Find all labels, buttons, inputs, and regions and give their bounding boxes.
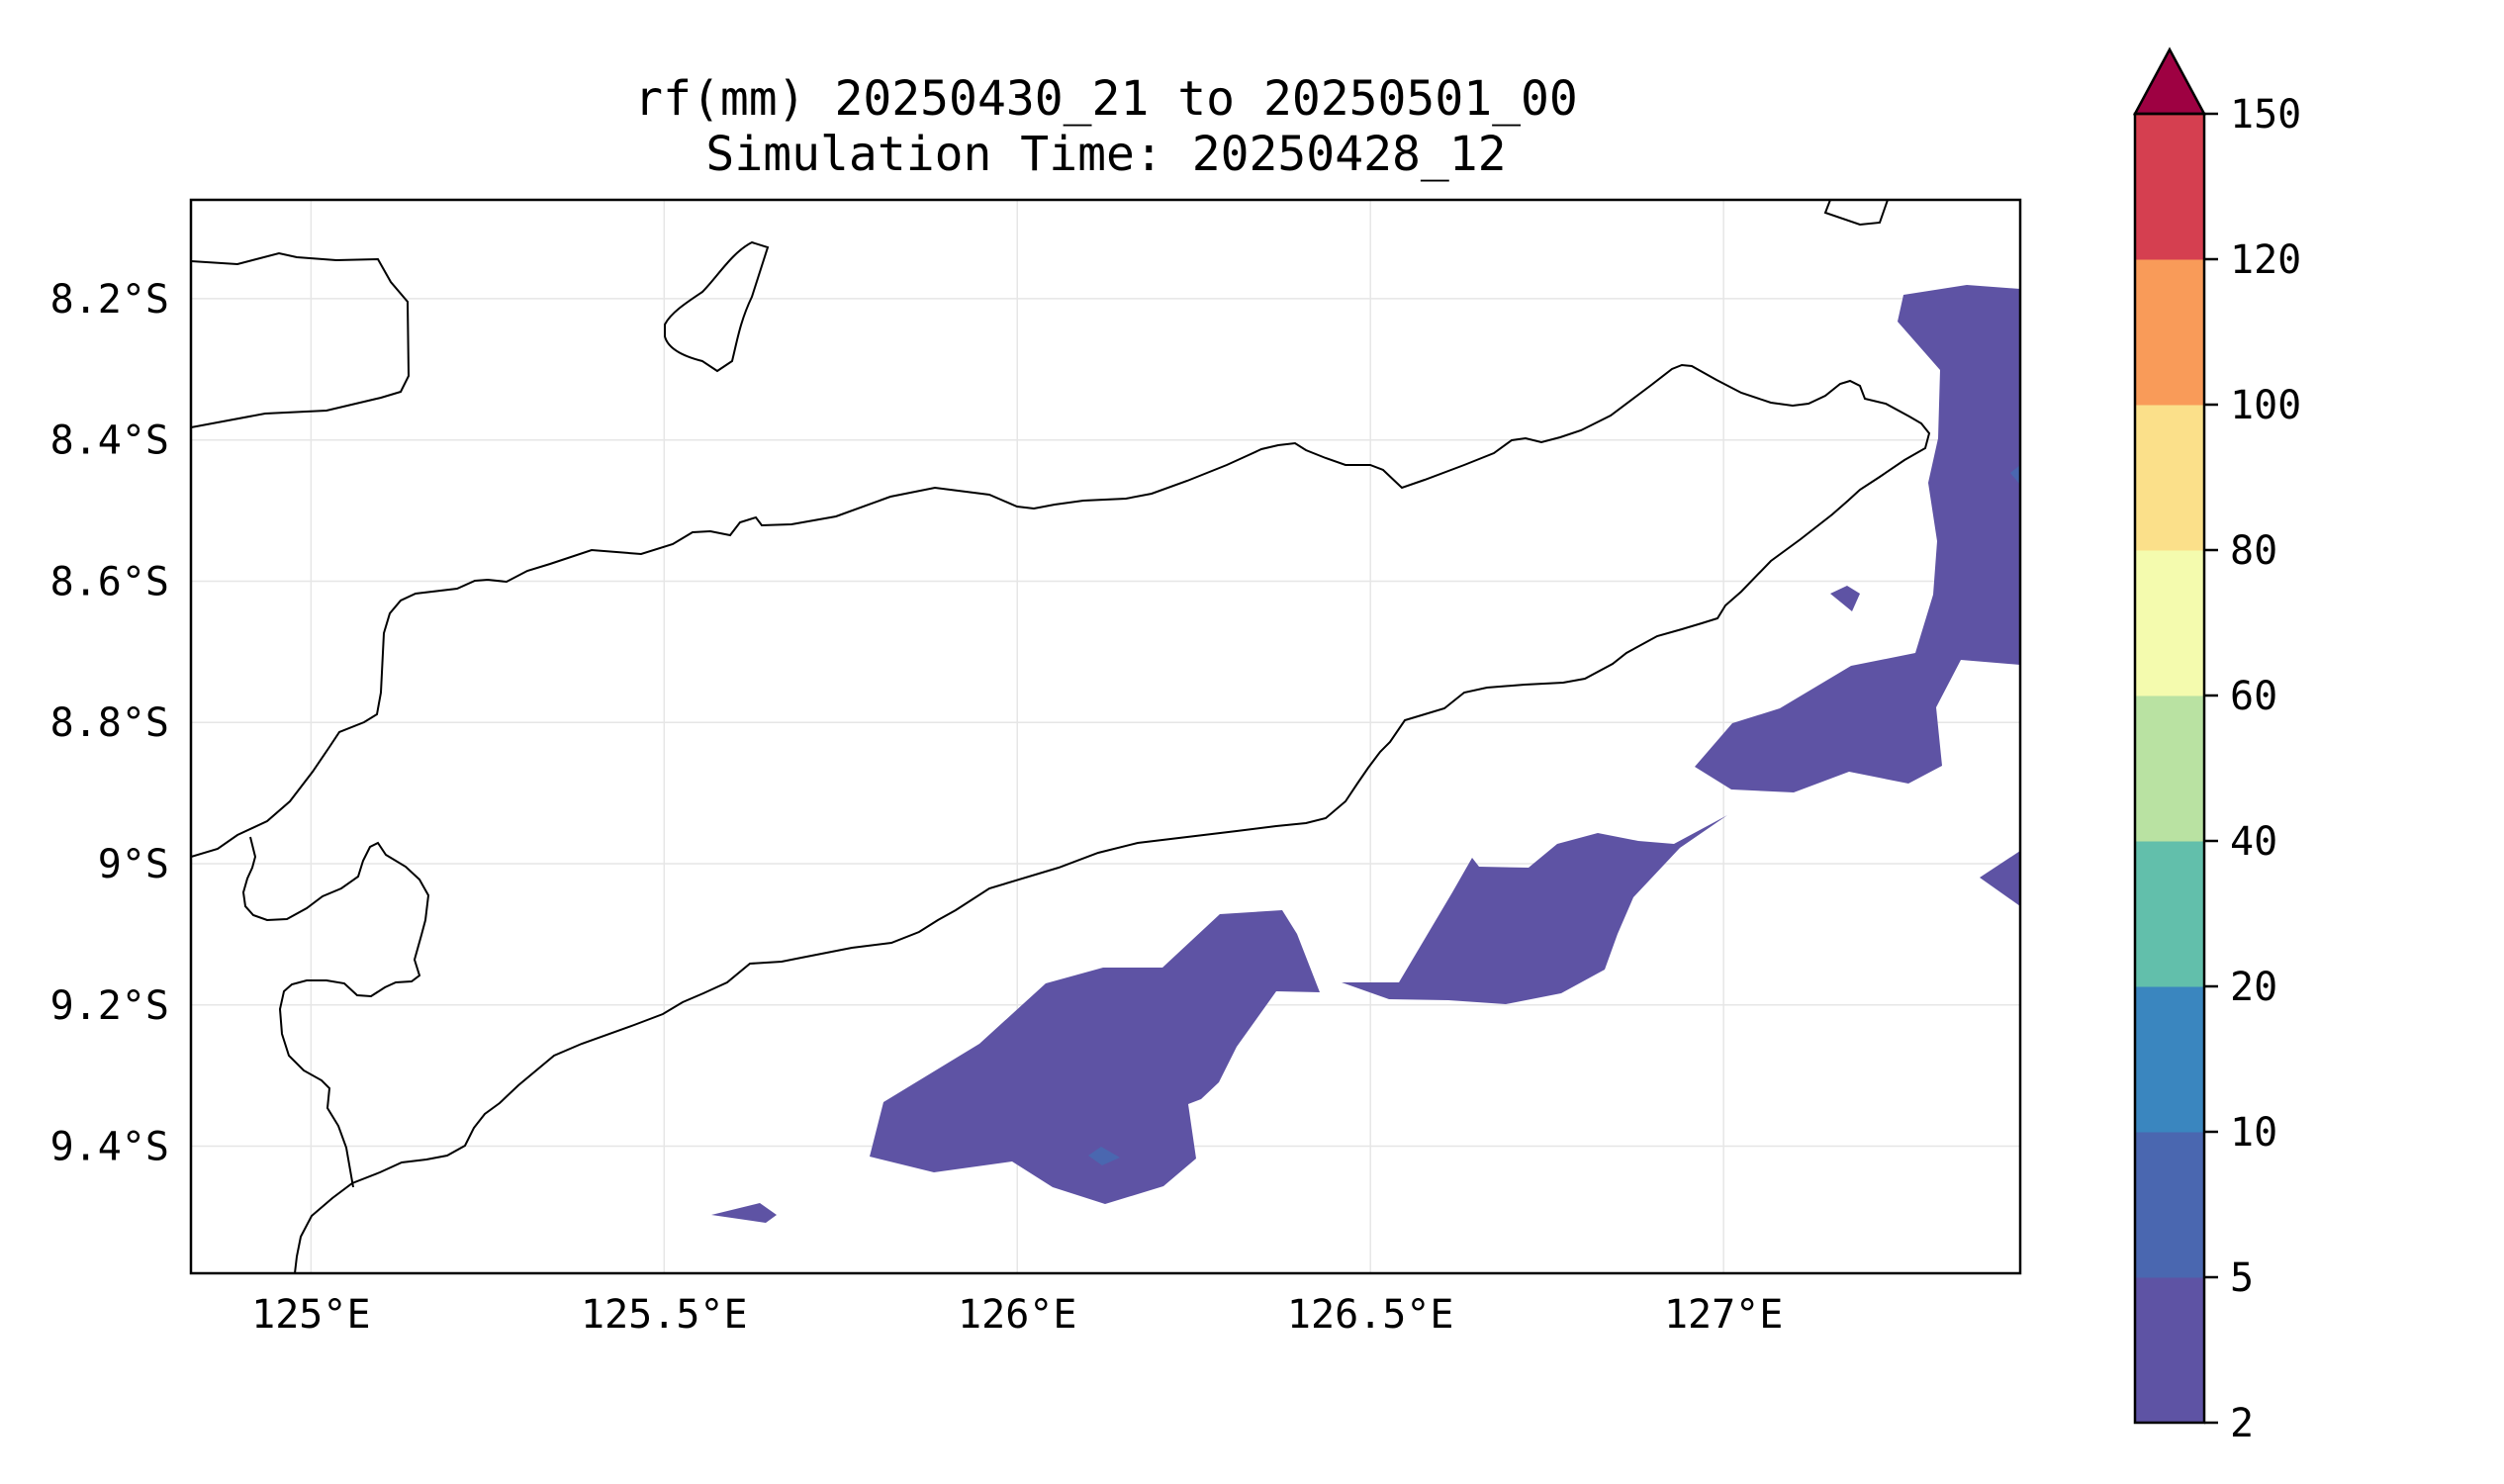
rain-region-central (1342, 815, 1727, 1004)
lon-tick-label: 126.5°E (1287, 1292, 1454, 1338)
colorbar-tick-label: 5 (2230, 1255, 2254, 1301)
longitude-ticks: 125°E 125.5°E 126°E 126.5°E 127°E (251, 1292, 1783, 1338)
rain-region-east-edge (1980, 851, 2020, 906)
colorbar: 2 5 10 20 40 60 80 100 120 150 (2132, 46, 2301, 1446)
colorbar-tick-label: 80 (2230, 528, 2277, 574)
rain-region-southwest (870, 910, 1320, 1204)
lat-tick-label: 9.2°S (50, 983, 169, 1029)
colorbar-tick-label: 150 (2230, 92, 2301, 138)
coastline-wetar-island (191, 251, 411, 428)
colorbar-tick-label: 100 (2230, 383, 2301, 428)
colorbar-frame (2133, 112, 2206, 1425)
colorbar-tick-label: 20 (2230, 965, 2277, 1010)
colorbar-tick-label: 10 (2230, 1110, 2277, 1156)
colorbar-segment (2135, 986, 2204, 1133)
colorbar-tick-label: 40 (2230, 819, 2277, 865)
lat-tick-label: 8.2°S (50, 277, 169, 323)
map-frame (189, 198, 2022, 1275)
colorbar-segment (2135, 1277, 2204, 1424)
colorbar-tick-label: 2 (2230, 1401, 2254, 1446)
coastline-timor-north (191, 363, 1931, 1273)
lon-tick-label: 127°E (1664, 1292, 1783, 1338)
lon-tick-label: 125.5°E (581, 1292, 748, 1338)
colorbar-segment (2135, 114, 2204, 260)
rain-region-5-10-b (2010, 465, 2020, 485)
rainfall-layer (711, 285, 2020, 1223)
colorbar-segment (2135, 696, 2204, 842)
coastline-timor-west-border (241, 836, 430, 1188)
lon-tick-label: 125°E (251, 1292, 370, 1338)
lat-tick-label: 8.6°S (50, 559, 169, 604)
colorbar-segment (2135, 259, 2204, 406)
colorbar-segment (2135, 841, 2204, 987)
colorbar-tick-label: 60 (2230, 674, 2277, 719)
coastline-atauro-island (664, 240, 770, 373)
colorbar-tick-label: 120 (2230, 237, 2301, 283)
map-area: 125°E 125.5°E 126°E 126.5°E 127°E 8.2°S 8.4°S… (50, 198, 2022, 1338)
lat-tick-label: 8.8°S (50, 700, 169, 746)
lat-tick-label: 8.4°S (50, 418, 169, 464)
rain-region-small-patch (1830, 586, 1860, 611)
rain-region-5-10-a (1088, 1147, 1120, 1165)
coastline-north-island-edge (1823, 200, 1889, 227)
title-line-2: Simulation Time: 20250428_12 (705, 127, 1506, 182)
lat-tick-label: 9.4°S (50, 1125, 169, 1170)
rain-region-south-islet (711, 1203, 777, 1223)
lon-tick-label: 126°E (958, 1292, 1076, 1338)
coastlines (191, 200, 1931, 1273)
colorbar-segment (2135, 550, 2204, 696)
latitude-ticks: 8.2°S 8.4°S 8.6°S 8.8°S 9°S 9.2°S 9.4°S (50, 277, 169, 1170)
colorbar-segment (2135, 405, 2204, 551)
title-line-1: rf(mm) 20250430_21 to 20250501_00 (634, 71, 1578, 127)
rain-region-east-coast (1695, 285, 2020, 792)
colorbar-segment (2135, 1132, 2204, 1278)
lat-tick-label: 9°S (98, 842, 169, 887)
colorbar-extend-arrow (2132, 46, 2207, 116)
